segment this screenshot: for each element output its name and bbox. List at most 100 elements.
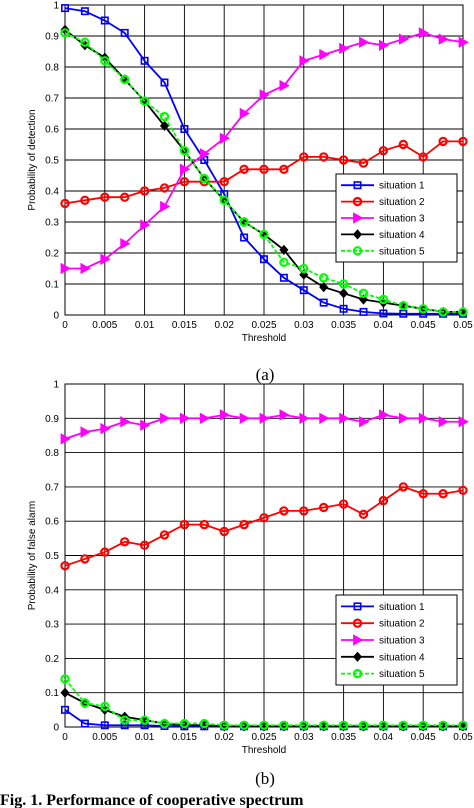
data-point [398, 301, 408, 311]
legend-label: situation 4 [379, 652, 425, 663]
data-point [219, 195, 229, 205]
legend-label: situation 2 [379, 197, 425, 208]
y-tick-label: 0.1 [45, 280, 59, 291]
data-point [458, 307, 468, 317]
data-point [120, 416, 131, 428]
data-point [160, 412, 171, 424]
data-point [279, 79, 290, 92]
data-point [100, 701, 110, 712]
data-point [358, 158, 369, 168]
series-line [64, 140, 463, 205]
data-point [398, 720, 408, 730]
data-point [418, 489, 428, 499]
x-tick-label: 0.04 [374, 732, 394, 743]
data-point [299, 506, 309, 516]
legend-marker [353, 212, 364, 224]
data-point [339, 304, 348, 313]
legend: situation 1 situation 2 situation 3 situati… [335, 594, 458, 686]
data-point [259, 412, 270, 424]
data-point [438, 33, 449, 45]
x-tick-label: 0.045 [411, 732, 436, 743]
legend-label: situation 5 [379, 669, 425, 680]
data-point [378, 39, 390, 51]
data-point [60, 674, 70, 684]
data-point [279, 273, 288, 282]
data-point [458, 485, 468, 496]
data-point [179, 412, 191, 424]
data-point [100, 422, 111, 435]
data-point [179, 163, 191, 175]
legend-label: situation 1 [379, 181, 425, 192]
y-tick-label: 0.7 [45, 482, 59, 493]
data-point [219, 526, 229, 537]
legend-label: situation 2 [379, 619, 425, 630]
data-point [438, 307, 448, 317]
data-point [339, 412, 350, 424]
data-point [358, 288, 369, 298]
data-point [159, 120, 170, 132]
legend-marker [353, 602, 362, 611]
data-point [159, 530, 170, 540]
data-point [418, 27, 430, 39]
data-point [398, 482, 408, 492]
data-point [418, 304, 428, 314]
data-point [80, 698, 90, 708]
legend-marker [352, 229, 363, 240]
series-5 [60, 28, 468, 317]
series-line [64, 32, 463, 313]
data-point [378, 409, 390, 421]
y-tick-label: 0.6 [45, 517, 59, 528]
data-point [199, 173, 209, 184]
x-tick-label: 0.02 [214, 320, 234, 331]
data-point [358, 509, 369, 520]
legend-marker [352, 246, 363, 256]
y-tick-label: 0.2 [45, 249, 59, 260]
y-tick-label: 0.1 [45, 688, 59, 699]
legend-entry: situation 5 [341, 246, 425, 257]
data-point [458, 720, 468, 730]
series-3 [60, 27, 469, 275]
series-2 [60, 136, 468, 209]
data-point [299, 286, 308, 295]
x-tick-label: 0.005 [92, 732, 117, 743]
data-point [378, 495, 389, 506]
data-point [438, 720, 448, 730]
x-tick-label: 0.035 [331, 732, 356, 743]
y-tick-label: 0.7 [45, 94, 59, 105]
data-point [80, 195, 90, 205]
data-point [259, 229, 269, 240]
data-point [120, 721, 129, 730]
data-point [319, 273, 329, 283]
data-point [219, 176, 229, 187]
data-point [378, 720, 389, 730]
data-point [119, 715, 130, 725]
data-point [319, 152, 329, 162]
x-tick-label: 0.015 [172, 320, 197, 331]
data-point [179, 145, 190, 156]
data-point [60, 4, 69, 13]
data-point [139, 186, 150, 196]
data-point [259, 255, 268, 264]
x-tick-label: 0.03 [294, 320, 314, 331]
chart-false-alarm: 0 0.005 0.01 0.015 0.02 0.025 0.03 0.035 0.04 0.0… [27, 380, 473, 757]
series-5 [60, 674, 468, 730]
x-tick-label: 0.01 [135, 320, 155, 331]
legend-label: situation 4 [379, 230, 425, 241]
data-point [458, 416, 469, 428]
legend-marker [352, 668, 363, 679]
legend-entry: situation 2 [341, 618, 425, 630]
data-point [299, 412, 310, 424]
data-point [140, 419, 151, 431]
x-tick-label: 0 [62, 732, 68, 743]
x-tick-label: 0.045 [411, 320, 436, 331]
data-point [279, 720, 289, 730]
data-point [299, 55, 310, 67]
data-point [239, 107, 250, 120]
data-point [239, 217, 249, 227]
legend-entry: situation 4 [341, 651, 425, 663]
x-tick-label: 0.025 [251, 732, 276, 743]
data-point [279, 164, 289, 174]
data-point [319, 412, 330, 424]
data-point [378, 294, 389, 305]
